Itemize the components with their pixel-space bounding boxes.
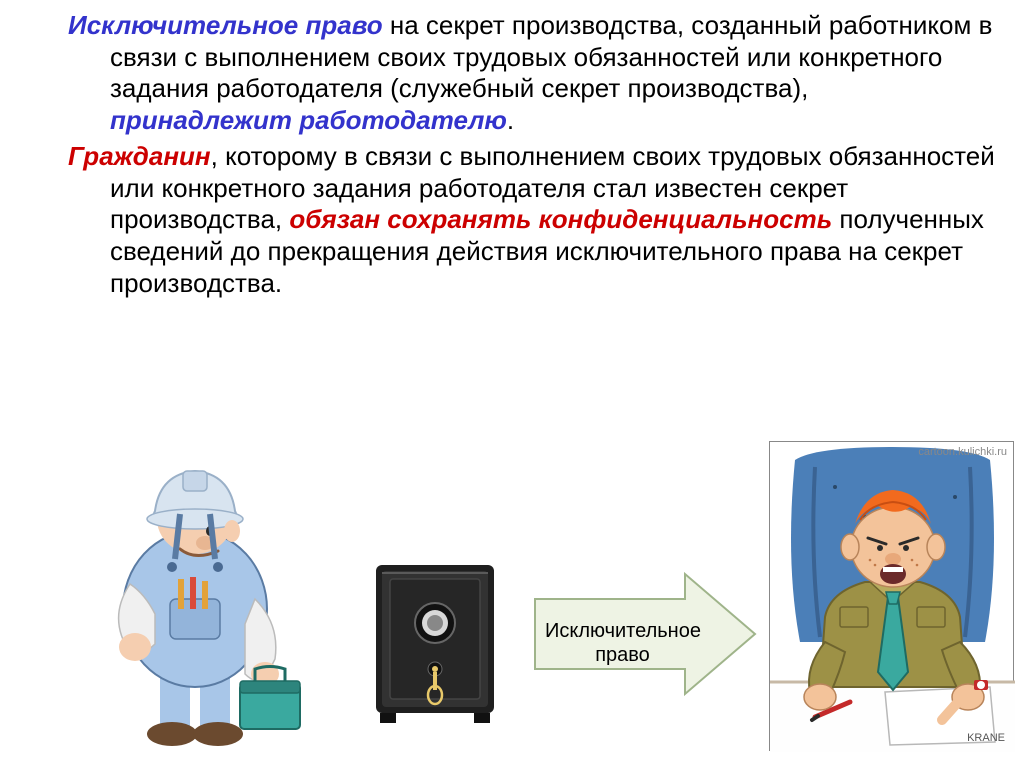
- paragraph-1: Исключительное право на секрет производс…: [28, 10, 996, 137]
- worker-icon: [70, 449, 310, 749]
- para2-emph-citizen: Гражданин: [68, 141, 211, 171]
- para1-tail: .: [507, 105, 514, 135]
- para1-emph-exclusive: Исключительное право: [68, 10, 383, 40]
- boss-icon: [770, 442, 1015, 752]
- boss-signature: KRANE: [967, 732, 1005, 744]
- slide-text: Исключительное право на секрет производс…: [0, 0, 1024, 299]
- safe-icon: [370, 559, 500, 729]
- illustrations: Исключительное право cartoon.kulichki.ru: [0, 429, 1024, 759]
- boss-url-label: cartoon.kulichki.ru: [918, 446, 1007, 458]
- arrow-label-line1: Исключительное: [545, 620, 701, 642]
- arrow-label: Исключительное право: [545, 619, 700, 667]
- boss-cartoon: cartoon.kulichki.ru: [769, 441, 1014, 751]
- arrow-label-line2: право: [595, 644, 650, 666]
- para2-emph-confidential: обязан сохранять конфиденциальность: [289, 204, 832, 234]
- para1-emph-belongs: принадлежит работодателю: [110, 105, 507, 135]
- paragraph-2: Гражданин, которому в связи с выполнение…: [28, 141, 996, 300]
